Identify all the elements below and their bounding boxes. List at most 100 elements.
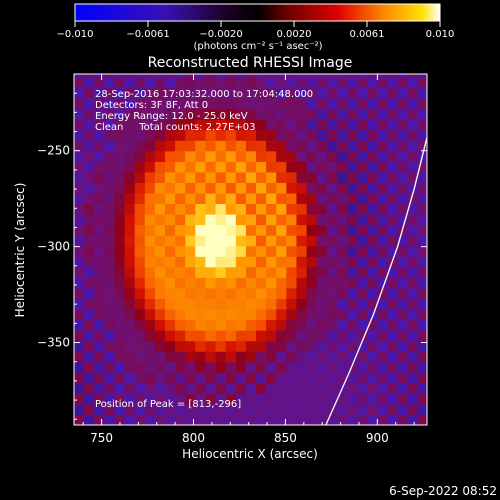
heatmap-cell — [245, 319, 257, 331]
heatmap-cell — [407, 287, 419, 300]
heatmap-cell — [326, 298, 338, 310]
heatmap-cell — [185, 340, 196, 352]
heatmap-cell — [165, 319, 176, 331]
heatmap-cell — [347, 403, 358, 416]
heatmap-cell — [185, 203, 196, 215]
heatmap-cell — [316, 129, 328, 141]
heatmap-cell — [235, 203, 247, 215]
heatmap-cell — [144, 308, 156, 321]
heatmap-cell — [397, 403, 409, 416]
heatmap-cell — [417, 414, 427, 425]
heatmap-cell — [245, 245, 257, 257]
heatmap-cell — [154, 203, 166, 215]
heatmap-cell — [336, 351, 348, 363]
heatmap-cell — [74, 97, 85, 110]
heatmap-cell — [326, 119, 338, 131]
heatmap-cell — [94, 287, 105, 300]
heatmap-cell — [357, 287, 368, 300]
heatmap-cell — [276, 308, 287, 321]
heatmap-cell — [296, 414, 308, 425]
heatmap-cell — [205, 266, 217, 278]
heatmap-cell — [205, 87, 217, 99]
heatmap-cell — [417, 319, 427, 331]
heatmap-cell — [245, 235, 257, 247]
heatmap-cell — [336, 393, 348, 405]
heatmap-cell — [336, 119, 348, 131]
heatmap-cell — [276, 108, 287, 120]
heatmap-cell — [256, 108, 267, 120]
heatmap-cell — [336, 87, 348, 99]
heatmap-cell — [336, 108, 348, 120]
heatmap-cell — [215, 76, 227, 89]
heatmap-cell — [256, 129, 267, 141]
heatmap-cell — [165, 277, 176, 289]
heatmap-cell — [377, 319, 389, 331]
heatmap-cell — [114, 361, 126, 373]
heatmap-cell — [185, 192, 196, 205]
heatmap-cell — [256, 298, 267, 310]
heatmap-cell — [326, 108, 338, 120]
heatmap-cell — [205, 372, 217, 384]
heatmap-cell — [377, 171, 389, 183]
heatmap-cell — [134, 266, 146, 278]
heatmap-cell — [276, 224, 287, 236]
heatmap-cell — [326, 361, 338, 373]
heatmap-cell — [104, 382, 116, 394]
heatmap-cell — [377, 76, 389, 89]
heatmap-cell — [215, 277, 227, 289]
heatmap-cell — [286, 203, 298, 215]
heatmap-cell — [215, 361, 227, 373]
heatmap-cell — [235, 414, 247, 425]
heatmap-cell — [84, 361, 95, 373]
heatmap-cell — [397, 74, 409, 78]
heatmap-cell — [225, 171, 237, 183]
heatmap-cell — [175, 340, 186, 352]
heatmap-cell — [124, 76, 136, 89]
heatmap-cell — [256, 414, 267, 425]
heatmap-cell — [407, 203, 419, 215]
heatmap-cell — [417, 372, 427, 384]
heatmap-cell — [387, 287, 399, 300]
heatmap-cell — [74, 140, 85, 152]
heatmap-cell — [245, 330, 257, 342]
heatmap-cell — [205, 308, 217, 321]
colorbar-tick-label: 0.0061 — [350, 29, 385, 40]
heatmap-cell — [336, 203, 348, 215]
heatmap-cell — [347, 351, 358, 363]
heatmap-cell — [114, 140, 126, 152]
heatmap-cell — [347, 287, 358, 300]
heatmap-cell — [124, 351, 136, 363]
heatmap-cell — [165, 119, 176, 131]
heatmap-cell — [154, 277, 166, 289]
heatmap-cell — [256, 192, 267, 205]
heatmap-cell — [367, 182, 378, 194]
heatmap-cell — [377, 192, 389, 205]
heatmap-cell — [104, 129, 116, 141]
heatmap-cell — [387, 330, 399, 342]
heatmap-cell — [336, 277, 348, 289]
heatmap-cell — [245, 119, 257, 131]
heatmap-cell — [94, 277, 105, 289]
heatmap-cell — [205, 203, 217, 215]
heatmap-cell — [377, 361, 389, 373]
heatmap-cell — [74, 87, 85, 99]
heatmap-cell — [94, 119, 105, 131]
heatmap-cell — [175, 308, 186, 321]
heatmap-cell — [377, 287, 389, 300]
heatmap-cell — [185, 245, 196, 257]
heatmap-cell — [266, 308, 277, 321]
heatmap-cell — [306, 277, 318, 289]
heatmap-cell — [225, 382, 237, 394]
heatmap-cell — [316, 192, 328, 205]
heatmap-cell — [205, 224, 217, 236]
heatmap-cell — [296, 140, 308, 152]
heatmap-cell — [367, 119, 378, 131]
heatmap-cell — [154, 256, 166, 268]
heatmap-cell — [175, 287, 186, 300]
heatmap-cell — [114, 308, 126, 321]
heatmap-cell — [94, 382, 105, 394]
heatmap-cell — [276, 161, 287, 173]
heatmap-cell — [144, 287, 156, 300]
heatmap-cell — [144, 403, 156, 416]
heatmap-cell — [336, 214, 348, 226]
